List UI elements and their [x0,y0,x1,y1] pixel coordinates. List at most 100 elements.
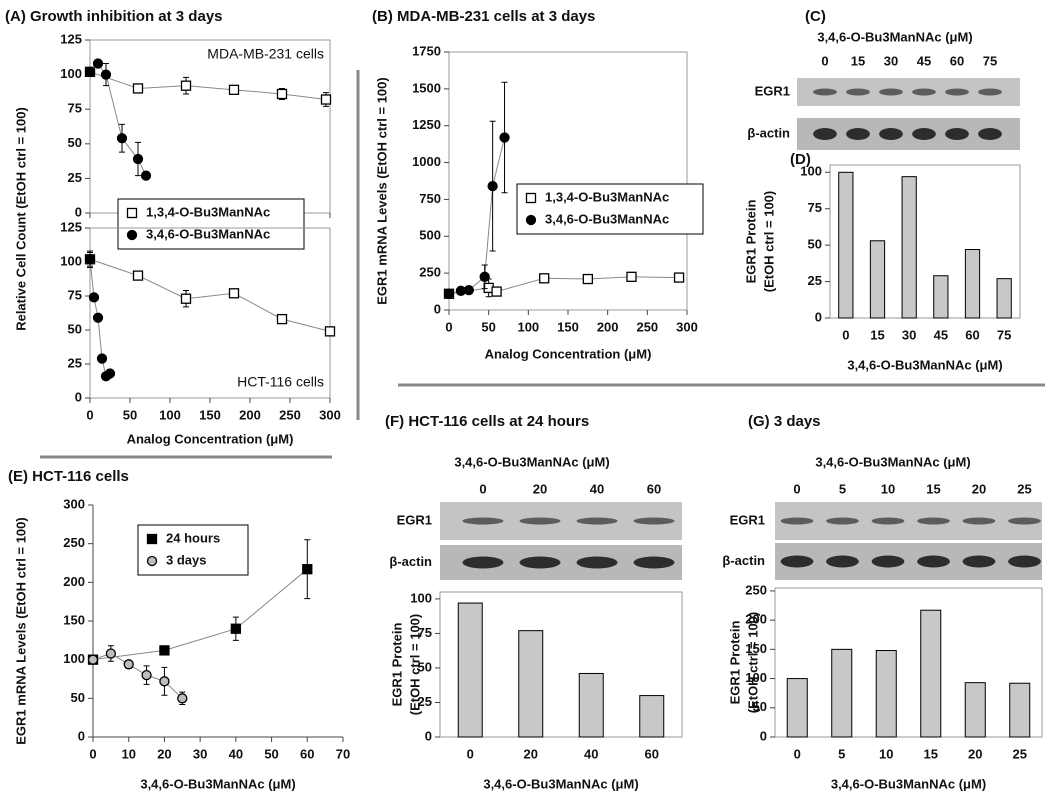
y-axis-label: Relative Cell Count (EtOH ctrl = 100) [13,107,28,331]
bar [578,672,604,738]
y-axis-label: EGR1 Protein [743,200,758,284]
x-axis-label: Analog Concentration (μM) [127,431,294,446]
blot-band [917,555,950,568]
marker [84,254,96,265]
marker [491,286,502,297]
x-tick-label: 300 [319,407,341,422]
x-tick-label: 25 [1013,746,1027,761]
blot-band [519,556,561,569]
marker [302,564,313,575]
blot-band [813,88,837,96]
marker [230,623,242,634]
y-tick-label: 0 [760,728,767,743]
x-tick-label: 200 [239,407,261,422]
panel-title: (C) [805,8,826,25]
y-tick-label: 50 [71,690,85,705]
x-tick-label: 50 [264,746,278,761]
legend-label: 3 days [166,552,206,567]
x-tick-label: 0 [86,407,93,422]
marker [84,66,96,77]
lane-label: 20 [533,481,547,496]
blot-band [962,555,996,568]
lane-label: 15 [851,53,865,68]
y-axis-label: (EtOH ctrl = 100) [761,191,776,293]
blot-band [462,517,504,525]
lane-label: 25 [1017,481,1031,496]
x-tick-label: 40 [229,746,243,761]
y-tick-label: 125 [60,219,82,234]
lane-label: 75 [983,53,997,68]
marker [140,170,152,181]
x-tick-label: 15 [924,746,938,761]
marker [180,80,192,91]
y-tick-label: 300 [63,496,85,511]
y-tick-label: 150 [63,612,85,627]
blot-band [978,128,1002,140]
y-tick-label: 25 [808,273,822,288]
marker [324,326,336,337]
y-tick-label: 750 [419,191,441,206]
marker [92,312,104,323]
legend-box [117,198,305,250]
panel-title: (B) MDA-MB-231 cells at 3 days [372,8,595,25]
legend-box [137,524,249,576]
marker [539,273,550,284]
x-tick-label: 30 [193,746,207,761]
blot-band [519,517,561,525]
lane-label: 30 [884,53,898,68]
marker [87,654,99,665]
annotation: HCT-116 cells [237,374,324,390]
x-axis-label: Analog Concentration (μM) [485,346,652,361]
y-tick-label: 75 [808,200,822,215]
x-axis-label: 3,4,6-O-Bu3ManNAc (μM) [483,776,638,791]
y-tick-label: 200 [745,612,767,627]
y-tick-label: 1000 [412,154,441,169]
blot-band [945,128,969,140]
series-line [92,652,183,699]
x-axis-label: 3,4,6-O-Bu3ManNAc (μM) [140,776,295,791]
y-tick-label: 100 [800,164,822,179]
x-tick-label: 100 [517,319,539,334]
bar [838,171,854,319]
row-label: β-actin [722,553,765,568]
treatment-label: 3,4,6-O-Bu3ManNAc (μM) [454,454,609,469]
x-tick-label: 10 [879,746,893,761]
lane-label: 60 [647,481,661,496]
marker [132,270,144,281]
row-label: β-actin [747,125,790,140]
y-tick-label: 1500 [412,80,441,95]
marker [463,284,474,296]
legend-label: 3,4,6-O-Bu3ManNAc [146,226,270,241]
row-label: EGR1 [755,83,790,98]
marker [105,648,117,659]
blot-band [912,128,936,140]
blot-band [846,88,870,96]
bar [831,648,853,738]
y-tick-label: 50 [68,135,82,150]
bar [869,240,886,319]
row-label: EGR1 [397,512,432,527]
row-label: EGR1 [730,512,765,527]
marker [443,288,455,299]
y-tick-label: 50 [753,699,767,714]
bar [920,609,942,738]
treatment-label: 3,4,6-O-Bu3ManNAc (μM) [815,454,970,469]
marker [100,69,112,80]
x-tick-label: 100 [159,407,181,422]
blot-band [1008,555,1041,568]
bar [639,695,665,738]
series-line [448,137,506,295]
x-tick-label: 10 [121,746,135,761]
blot-band [917,517,950,525]
blot-band [462,556,504,569]
lane-label: 15 [926,481,940,496]
marker [116,133,128,144]
bar [457,602,483,738]
marker [177,693,188,704]
y-axis-label: EGR1 mRNA Levels (EtOH ctrl = 100) [374,77,389,304]
x-tick-label: 60 [645,746,659,761]
marker [320,94,332,105]
panel-title: (G) 3 days [748,413,821,430]
marker [180,293,192,304]
lane-label: 40 [590,481,604,496]
